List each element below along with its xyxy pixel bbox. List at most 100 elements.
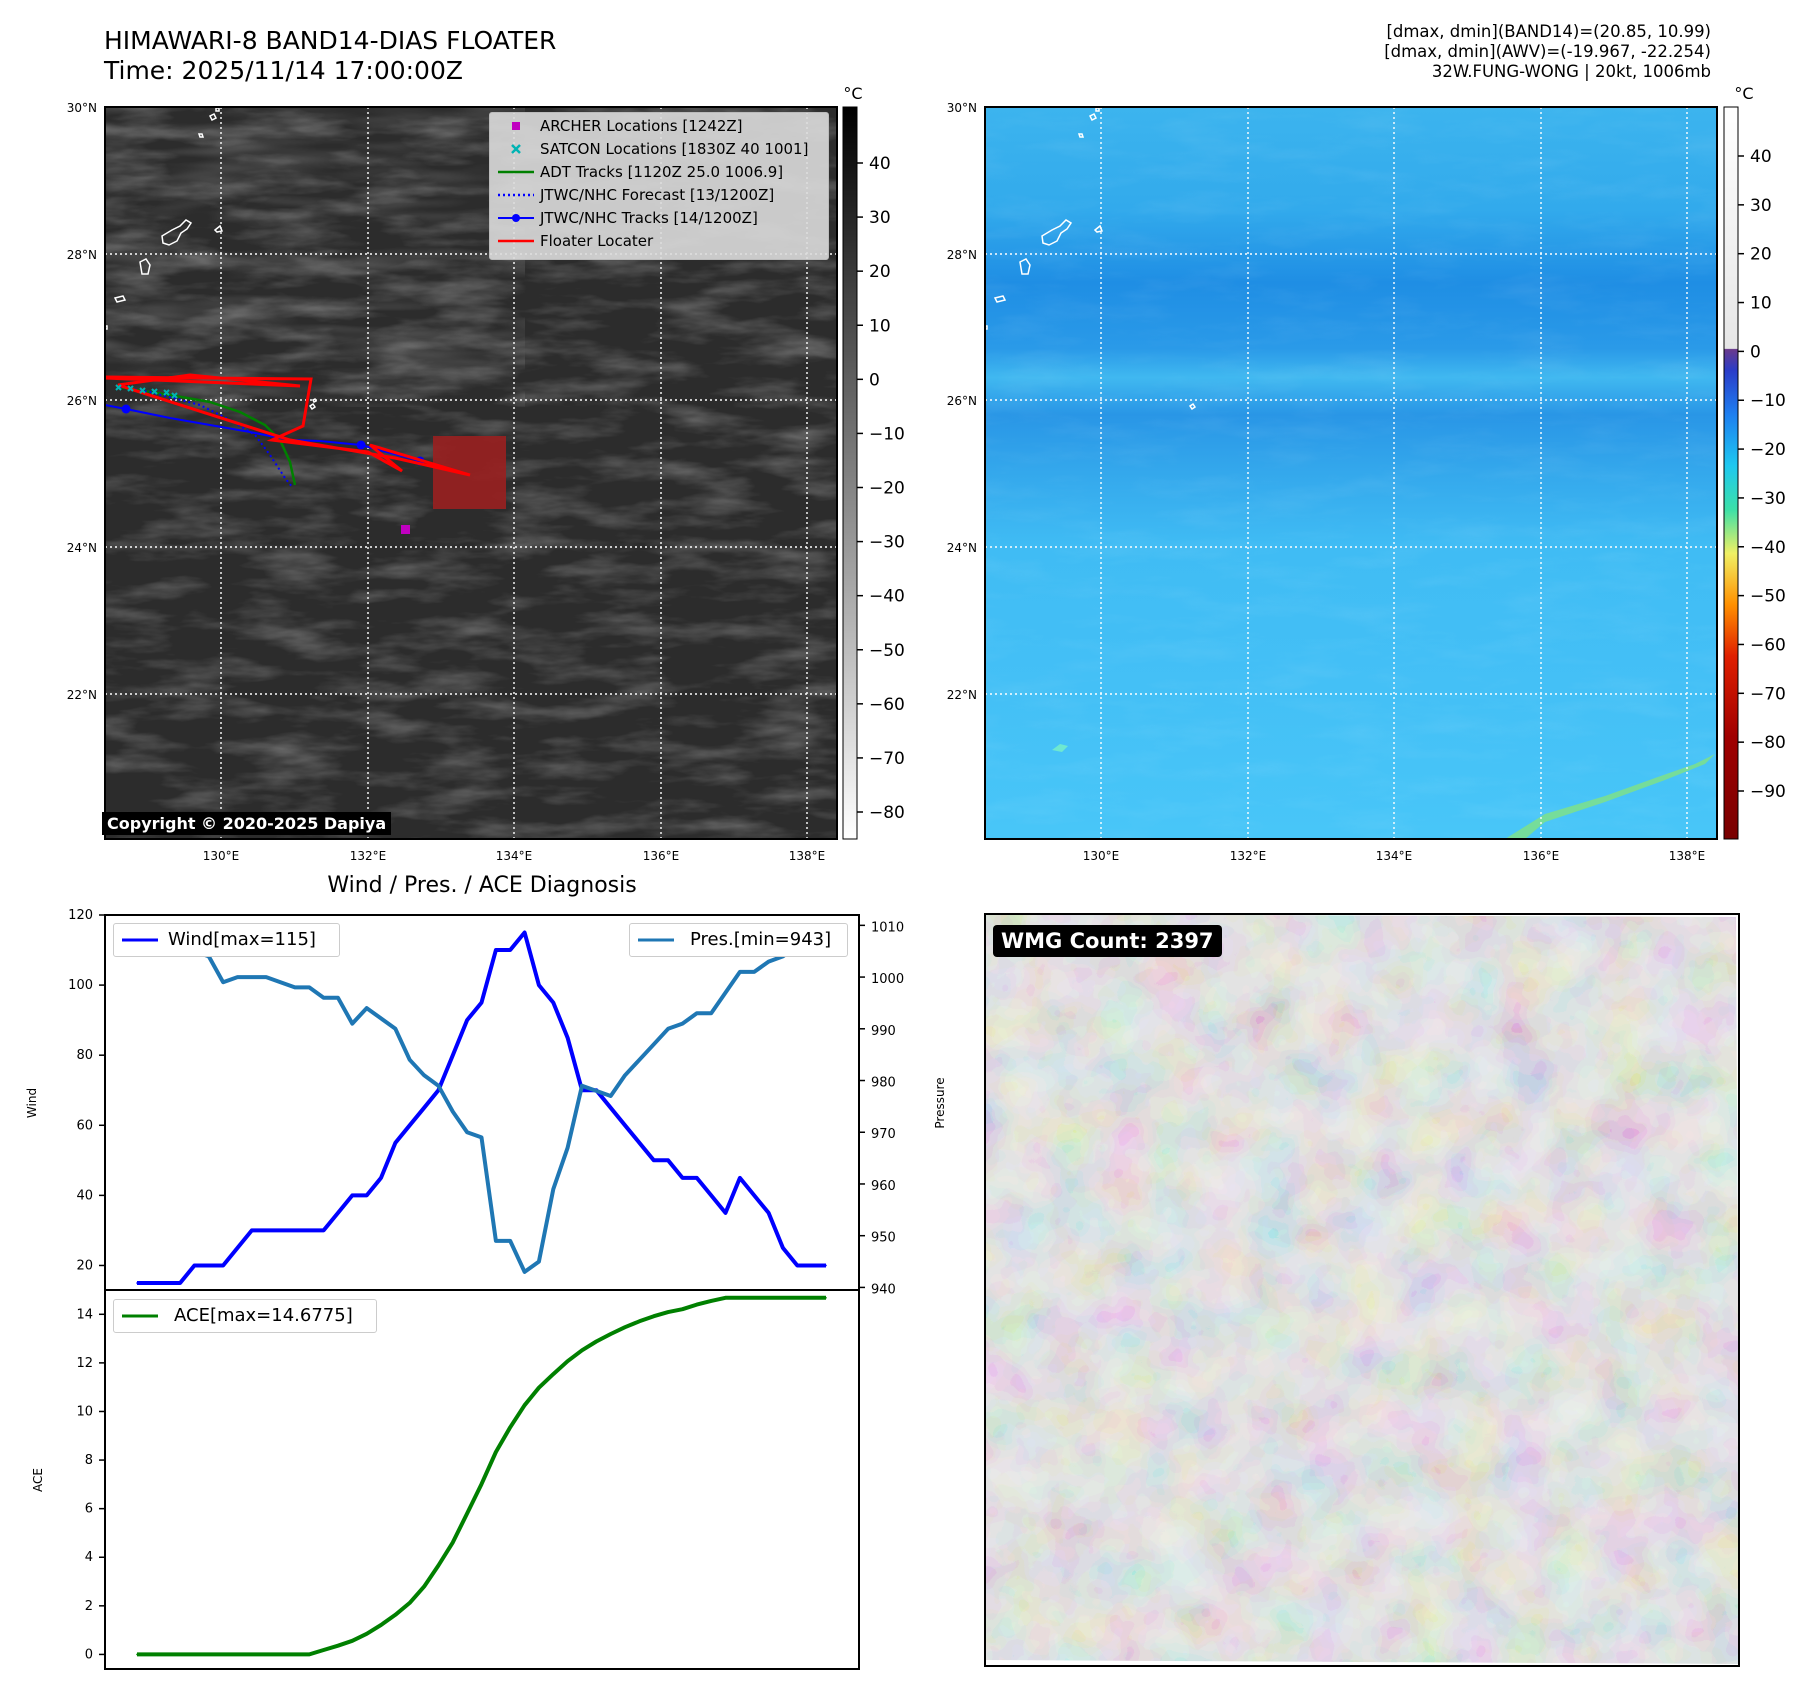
wind-point <box>696 1177 698 1179</box>
map1-colorbar-tick-label: −60 <box>869 695 905 715</box>
wind-point <box>236 1247 239 1249</box>
map2-colorbar-tick-label: 40 <box>1750 147 1772 167</box>
ace-point <box>437 1564 440 1567</box>
pressure-point <box>294 986 296 989</box>
lat-label: 30°N <box>947 101 977 115</box>
map2-gridlines <box>985 107 1717 839</box>
map1-colorbar-tick-label: −50 <box>869 641 905 661</box>
awv-map-panel: °C 403020100−10−20−30−40−50−60−70−80−90 … <box>947 84 1786 863</box>
ace-point <box>796 1296 799 1299</box>
ace-point <box>408 1602 411 1604</box>
pressure-point <box>638 1059 641 1061</box>
map1-colorbar-tick-label: −80 <box>869 803 905 823</box>
diagnosis-chart-title: Wind / Pres. / ACE Diagnosis <box>327 873 636 898</box>
ace-point <box>595 1340 598 1343</box>
ace-point <box>251 1653 253 1656</box>
ace-point <box>782 1296 784 1299</box>
wind-point <box>164 1282 167 1284</box>
map1-colorbar-tick-label: −40 <box>869 587 905 607</box>
wind-point <box>681 1177 684 1179</box>
pressure-y-tick-label: 990 <box>871 1024 896 1039</box>
map2-colorbar-tick-label: 30 <box>1750 196 1772 216</box>
wind-series <box>136 930 827 1285</box>
wind-point <box>294 1229 296 1232</box>
map2-colorbar <box>1723 106 1739 840</box>
ace-point <box>193 1653 196 1656</box>
ace-point <box>394 1614 397 1616</box>
wind-y-tick-label: 80 <box>76 1048 93 1063</box>
pressure-point <box>767 960 770 963</box>
pressure-point <box>222 981 224 984</box>
wind-point <box>767 1212 770 1214</box>
lon-label: 132°E <box>1230 849 1267 863</box>
map2-colorbar-tick-label: −90 <box>1750 782 1786 802</box>
wind-point <box>523 931 526 934</box>
pressure-point <box>595 1090 598 1092</box>
pressure-point <box>365 1007 368 1009</box>
map2-colorbar-tick-label: −60 <box>1750 635 1786 655</box>
ace-y-tick-label: 2 <box>85 1599 93 1614</box>
ace-point <box>681 1308 684 1310</box>
lat-label: 22°N <box>947 688 977 702</box>
info-awv-range: [dmax, dmin](AWV)=(-19.967, -22.254) <box>1384 42 1711 61</box>
ace-point <box>825 1296 827 1299</box>
pressure-point <box>495 1240 497 1242</box>
ace-y-tick-label: 14 <box>76 1307 93 1322</box>
dot-line-icon <box>498 214 534 222</box>
wind-point <box>150 1282 153 1284</box>
ace-point <box>279 1653 282 1656</box>
map2-colorbar-tick-label: −40 <box>1750 538 1786 558</box>
pressure-point <box>279 981 282 984</box>
ace-point <box>265 1653 267 1656</box>
wind-point <box>207 1264 210 1267</box>
ace-chart: 14 12 10 8 6 4 2 0 ACE <box>31 1289 860 1670</box>
ace-legend: ACE[max=14.6775] <box>113 1299 377 1333</box>
wind-point <box>308 1229 311 1232</box>
adt-track <box>117 385 297 486</box>
map2-lat-labels: 30°N 28°N 26°N 24°N 22°N <box>947 101 977 702</box>
ace-point <box>451 1541 454 1544</box>
ace-legend-label: ACE[max=14.6775] <box>174 1305 353 1326</box>
wind-point <box>322 1229 325 1232</box>
ace-point <box>810 1296 813 1299</box>
pressure-point <box>696 1012 698 1015</box>
lon-label: 132°E <box>350 849 387 863</box>
legend-label: Floater Locater <box>540 232 654 250</box>
map1-colorbar <box>842 106 858 840</box>
lon-label: 138°E <box>789 849 826 863</box>
map2-lon-labels: 130°E 132°E 134°E 136°E 138°E <box>1083 849 1706 863</box>
legend-label: JTWC/NHC Tracks [14/1200Z] <box>540 209 758 227</box>
pressure-point <box>753 971 756 973</box>
pressure-point <box>624 1074 626 1077</box>
wind-point <box>566 1036 569 1039</box>
lat-label: 24°N <box>947 541 977 555</box>
ace-point <box>322 1649 325 1651</box>
wmg-count-badge: WMG Count: 2397 <box>993 925 1222 957</box>
ace-y-tick-label: 8 <box>85 1453 93 1468</box>
lat-label: 26°N <box>67 394 97 408</box>
ace-point <box>710 1300 712 1302</box>
ace-point <box>207 1653 210 1656</box>
ace-point <box>423 1585 425 1588</box>
map2-colorbar-tick-label: 0 <box>1750 342 1761 362</box>
wind-point <box>509 949 512 951</box>
wind-point <box>423 1106 425 1109</box>
ace-y-ticks: 14 12 10 8 6 4 2 0 <box>76 1307 105 1662</box>
satcon-points <box>115 384 178 399</box>
map2-colorbar-tick-label: −80 <box>1750 733 1786 753</box>
solid-line-icon <box>122 938 158 942</box>
copyright-badge: Copyright © 2020-2025 Dapiya <box>102 812 392 835</box>
pressure-point <box>609 1095 612 1097</box>
lat-label: 22°N <box>67 688 97 702</box>
lon-label: 130°E <box>203 849 240 863</box>
wind-point <box>609 1106 612 1109</box>
pressure-y-tick-label: 950 <box>871 1231 896 1246</box>
wind-point <box>624 1124 626 1127</box>
map1-colorbar-tick-label: 30 <box>869 208 891 228</box>
wind-point <box>739 1177 741 1179</box>
storm-info: [dmax, dmin](BAND14)=(20.85, 10.99) [dma… <box>1384 22 1711 82</box>
wind-point <box>538 984 540 986</box>
wind-point <box>222 1264 224 1267</box>
pressure-point <box>308 986 311 989</box>
lat-label: 28°N <box>67 248 97 262</box>
